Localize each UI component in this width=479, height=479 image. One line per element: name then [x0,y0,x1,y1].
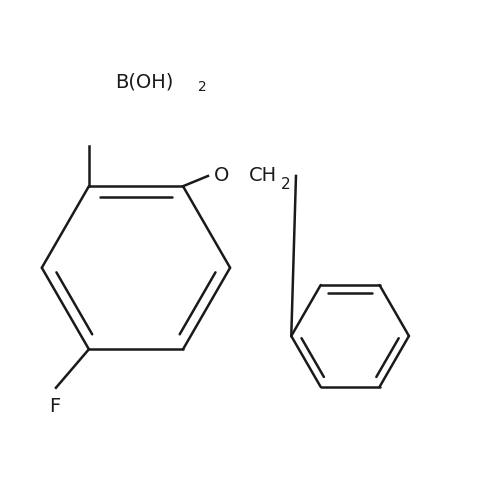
Text: O: O [214,167,229,185]
Text: B(OH): B(OH) [115,72,173,91]
Text: F: F [49,397,60,416]
Text: 2: 2 [281,177,291,192]
Text: $_2$: $_2$ [197,75,206,93]
Text: CH: CH [249,167,277,185]
